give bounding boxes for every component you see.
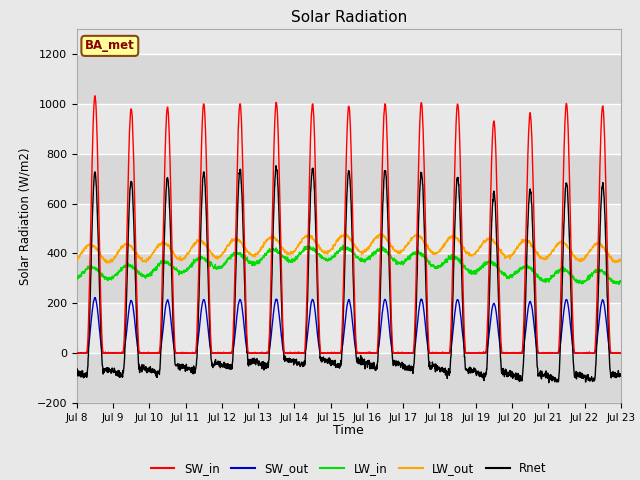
- SW_out: [376, 329, 384, 335]
- SW_out: [73, 350, 81, 356]
- Legend: SW_in, SW_out, LW_in, LW_out, Rnet: SW_in, SW_out, LW_in, LW_out, Rnet: [146, 457, 552, 480]
- LW_in: [615, 282, 623, 288]
- LW_in: [365, 256, 372, 262]
- Rnet: [365, 361, 372, 367]
- SW_in: [92, 93, 99, 99]
- X-axis label: Time: Time: [333, 424, 364, 437]
- Text: BA_met: BA_met: [85, 39, 134, 52]
- LW_in: [569, 275, 577, 280]
- Rnet: [617, 373, 625, 379]
- LW_out: [104, 260, 112, 266]
- Line: LW_out: LW_out: [77, 234, 621, 263]
- LW_out: [73, 256, 81, 262]
- Title: Solar Radiation: Solar Radiation: [291, 10, 407, 25]
- Bar: [77, 104, 621, 154]
- LW_in: [225, 256, 232, 262]
- SW_in: [225, 350, 233, 356]
- Bar: [77, 154, 621, 204]
- Y-axis label: Solar Radiation (W/m2): Solar Radiation (W/m2): [18, 147, 31, 285]
- Bar: [77, 54, 621, 104]
- Line: LW_in: LW_in: [77, 245, 621, 285]
- LW_in: [339, 242, 347, 248]
- SW_in: [584, 350, 592, 356]
- SW_in: [73, 350, 81, 356]
- Bar: [77, 204, 621, 253]
- LW_in: [73, 276, 81, 281]
- LW_in: [507, 274, 515, 280]
- SW_out: [569, 342, 577, 348]
- SW_out: [617, 350, 625, 356]
- Rnet: [569, 351, 577, 357]
- Bar: [77, 303, 621, 353]
- SW_out: [365, 350, 372, 356]
- SW_in: [569, 324, 577, 329]
- Line: SW_in: SW_in: [77, 96, 621, 353]
- SW_in: [507, 350, 515, 356]
- Line: SW_out: SW_out: [77, 298, 621, 353]
- LW_out: [365, 244, 372, 250]
- SW_in: [365, 350, 372, 356]
- LW_in: [617, 278, 625, 284]
- SW_out: [584, 350, 591, 356]
- Rnet: [225, 361, 232, 367]
- SW_in: [617, 350, 625, 356]
- Bar: [77, 253, 621, 303]
- Rnet: [545, 380, 552, 385]
- LW_out: [569, 253, 577, 259]
- SW_in: [377, 244, 385, 250]
- SW_out: [507, 350, 515, 356]
- LW_out: [507, 253, 515, 259]
- LW_out: [617, 257, 625, 263]
- Bar: [77, 353, 621, 403]
- Rnet: [376, 292, 384, 298]
- LW_out: [225, 242, 232, 248]
- LW_in: [376, 247, 384, 252]
- Rnet: [73, 368, 81, 373]
- Line: Rnet: Rnet: [77, 166, 621, 383]
- SW_in: [73, 350, 81, 356]
- LW_out: [377, 232, 385, 238]
- LW_in: [584, 276, 591, 282]
- LW_out: [376, 231, 383, 237]
- LW_out: [584, 251, 592, 256]
- Rnet: [507, 370, 515, 376]
- SW_out: [225, 350, 232, 356]
- Rnet: [584, 372, 592, 378]
- Rnet: [272, 163, 280, 168]
- SW_out: [92, 295, 99, 300]
